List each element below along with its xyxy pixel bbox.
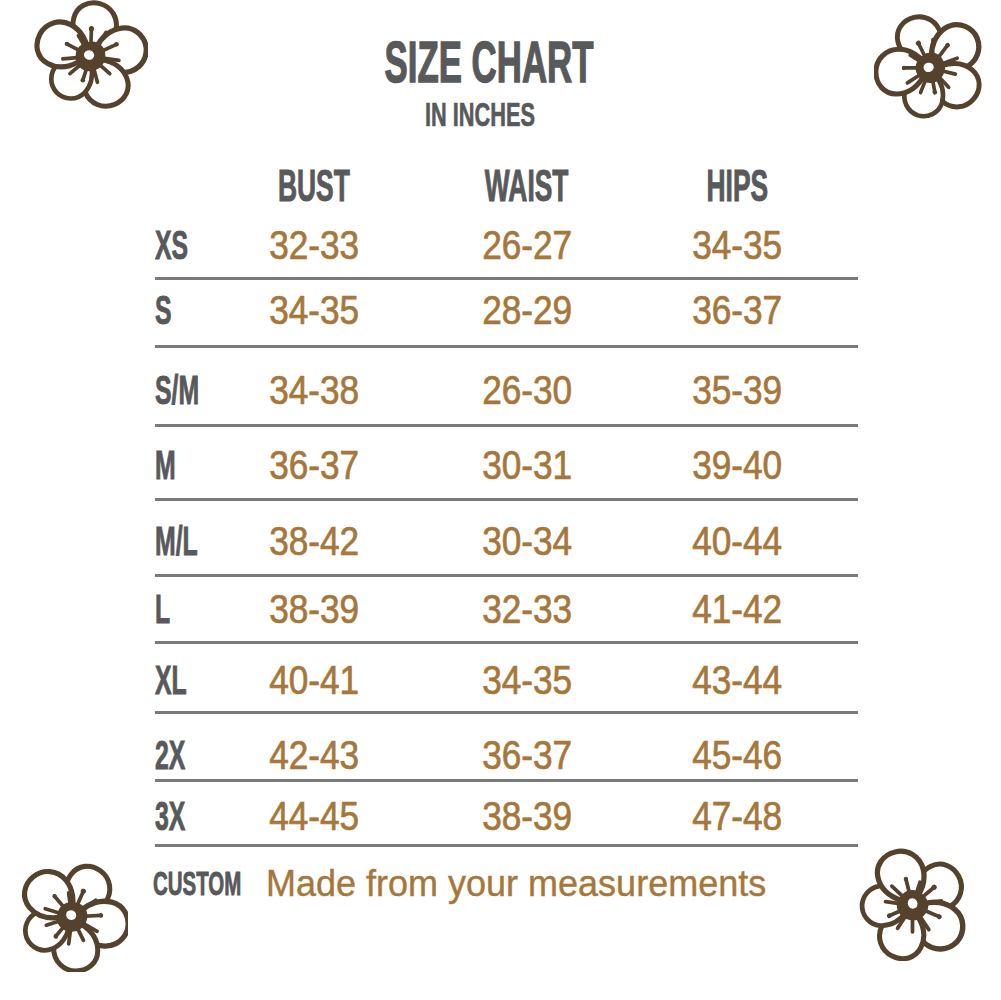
- hips-value: 35-39: [627, 368, 847, 412]
- bust-value: 34-38: [204, 368, 424, 412]
- bust-value: 38-42: [204, 519, 424, 563]
- bust-value: 42-43: [204, 733, 424, 777]
- table-row-xl: XL 40-41 34-35 43-44: [0, 658, 1001, 702]
- row-divider: [155, 844, 858, 847]
- bust-value: 34-35: [204, 288, 424, 332]
- hips-value: 39-40: [627, 443, 847, 487]
- table-row-l: L 38-39 32-33 41-42: [0, 587, 1001, 631]
- row-divider: [155, 779, 858, 782]
- bust-value: 36-37: [204, 443, 424, 487]
- hips-value: 43-44: [627, 658, 847, 702]
- table-row-2x: 2X 42-43 36-37 45-46: [0, 733, 1001, 777]
- row-divider: [155, 498, 858, 501]
- waist-value: 32-33: [417, 587, 637, 631]
- waist-value: 38-39: [417, 794, 637, 838]
- bust-value: 38-39: [204, 587, 424, 631]
- column-header-bust: BUST: [204, 164, 424, 208]
- hips-value: 40-44: [627, 519, 847, 563]
- table-row-3x: 3X 44-45 38-39 47-48: [0, 794, 1001, 838]
- column-header-waist: WAIST: [417, 164, 637, 208]
- hips-value: 41-42: [627, 587, 847, 631]
- row-divider: [155, 277, 858, 280]
- table-row-m: M 36-37 30-31 39-40: [0, 443, 1001, 487]
- row-divider: [155, 641, 858, 644]
- waist-value: 26-27: [417, 223, 637, 267]
- table-row-sm: S/M 34-38 26-30 35-39: [0, 368, 1001, 412]
- row-divider: [155, 345, 858, 348]
- bust-value: 40-41: [204, 658, 424, 702]
- table-row-ml: M/L 38-42 30-34 40-44: [0, 519, 1001, 563]
- hips-value: 45-46: [627, 733, 847, 777]
- table-row-s: S 34-35 28-29 36-37: [0, 288, 1001, 332]
- size-chart-page: { "title": "SIZE CHART", "subtitle": "IN…: [0, 0, 1001, 1000]
- bust-value: 32-33: [204, 223, 424, 267]
- waist-value: 30-34: [417, 519, 637, 563]
- table-row-xs: XS 32-33 26-27 34-35: [0, 223, 1001, 267]
- row-divider: [155, 574, 858, 577]
- table-row-custom: CUSTOM Made from your measurements: [0, 862, 1001, 906]
- bust-value: 44-45: [204, 794, 424, 838]
- waist-value: 34-35: [417, 658, 637, 702]
- hips-value: 36-37: [627, 288, 847, 332]
- row-divider: [155, 424, 858, 427]
- custom-text: Made from your measurements: [266, 862, 766, 906]
- waist-value: 26-30: [417, 368, 637, 412]
- row-divider: [155, 711, 858, 714]
- hips-value: 34-35: [627, 223, 847, 267]
- waist-value: 36-37: [417, 733, 637, 777]
- waist-value: 30-31: [417, 443, 637, 487]
- waist-value: 28-29: [417, 288, 637, 332]
- page-title: SIZE CHART: [0, 33, 978, 91]
- column-header-hips: HIPS: [627, 164, 847, 208]
- page-subtitle: IN INCHES: [0, 97, 960, 131]
- hips-value: 47-48: [627, 794, 847, 838]
